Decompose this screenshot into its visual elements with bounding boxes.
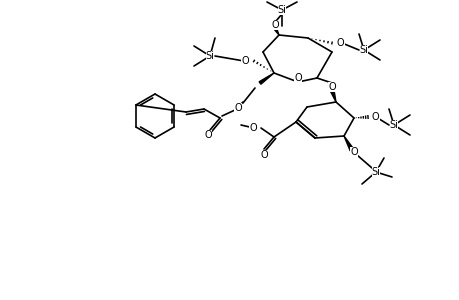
Text: Si: Si — [389, 120, 397, 130]
Text: O: O — [234, 103, 241, 113]
Text: Si: Si — [371, 167, 380, 177]
Polygon shape — [330, 89, 335, 102]
Text: O: O — [336, 38, 344, 48]
Text: O: O — [249, 123, 257, 133]
Polygon shape — [343, 136, 353, 151]
Text: O: O — [271, 20, 278, 30]
Text: O: O — [204, 130, 211, 140]
Text: O: O — [241, 56, 248, 66]
Text: O: O — [294, 73, 301, 83]
Text: O: O — [349, 147, 357, 157]
Polygon shape — [258, 73, 274, 84]
Text: Si: Si — [359, 45, 368, 55]
Text: Si: Si — [277, 5, 286, 15]
Text: Si: Si — [205, 51, 214, 61]
Text: O: O — [260, 149, 267, 160]
Text: O: O — [327, 82, 335, 92]
Text: O: O — [371, 112, 379, 122]
Polygon shape — [273, 27, 279, 35]
